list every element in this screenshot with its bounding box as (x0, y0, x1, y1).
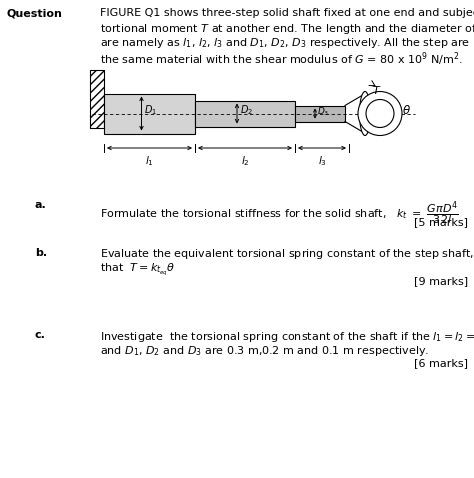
Ellipse shape (362, 99, 368, 128)
Text: [5 marks]: [5 marks] (414, 217, 468, 227)
Bar (104, 94, 195, 133)
Text: $l_2$: $l_2$ (241, 154, 249, 168)
Text: [6 marks]: [6 marks] (414, 358, 468, 368)
Text: tortional moment $T$ at another end. The length and the diameter of the steps: tortional moment $T$ at another end. The… (100, 22, 474, 36)
Text: $l_3$: $l_3$ (318, 154, 327, 168)
Text: and $D_1$, $D_2$ and $D_3$ are 0.3 m,0.2 m and 0.1 m respectively.: and $D_1$, $D_2$ and $D_3$ are 0.3 m,0.2… (100, 344, 429, 358)
Text: c.: c. (35, 330, 46, 340)
Bar (295, 106, 345, 121)
Text: that  $T = k_{t_{eq}}\theta$: that $T = k_{t_{eq}}\theta$ (100, 262, 175, 278)
Circle shape (358, 91, 402, 135)
Bar (195, 100, 295, 127)
Bar (90, 70, 104, 128)
Circle shape (366, 99, 394, 128)
Text: a.: a. (35, 200, 47, 210)
Text: the same material with the shear modulus of $G$ = 80 x 10$^9$ N/m$^2$.: the same material with the shear modulus… (100, 50, 463, 67)
Text: $D_2$: $D_2$ (240, 104, 253, 118)
Ellipse shape (359, 91, 371, 135)
Text: $T$: $T$ (372, 84, 382, 96)
Text: FIGURE Q1 shows three-step solid shaft fixed at one end and subjected to: FIGURE Q1 shows three-step solid shaft f… (100, 8, 474, 18)
Text: $l_1$: $l_1$ (145, 154, 154, 168)
Text: are namely as $l_1$, $l_2$, $l_3$ and $D_1$, $D_2$, $D_3$ respectively. All the : are namely as $l_1$, $l_2$, $l_3$ and $D… (100, 36, 474, 50)
Text: $D_1$: $D_1$ (145, 104, 158, 118)
Text: b.: b. (35, 248, 47, 258)
Text: $D_3$: $D_3$ (317, 105, 329, 118)
Bar (90, 70, 104, 128)
Text: $\theta$: $\theta$ (402, 104, 411, 117)
Text: [9 marks]: [9 marks] (414, 276, 468, 286)
Text: Evaluate the equivalent torsional spring constant of the step shaft, $k_{t_{eq}}: Evaluate the equivalent torsional spring… (100, 248, 474, 264)
Text: Formulate the torsional stiffness for the solid shaft,   $k_t\ =\ \dfrac{G\pi D^: Formulate the torsional stiffness for th… (100, 200, 459, 228)
Text: Investigate  the torsional spring constant of the shaft if the $l_1= l_2 = l_3$ : Investigate the torsional spring constan… (100, 330, 474, 344)
Text: Question: Question (7, 8, 63, 18)
